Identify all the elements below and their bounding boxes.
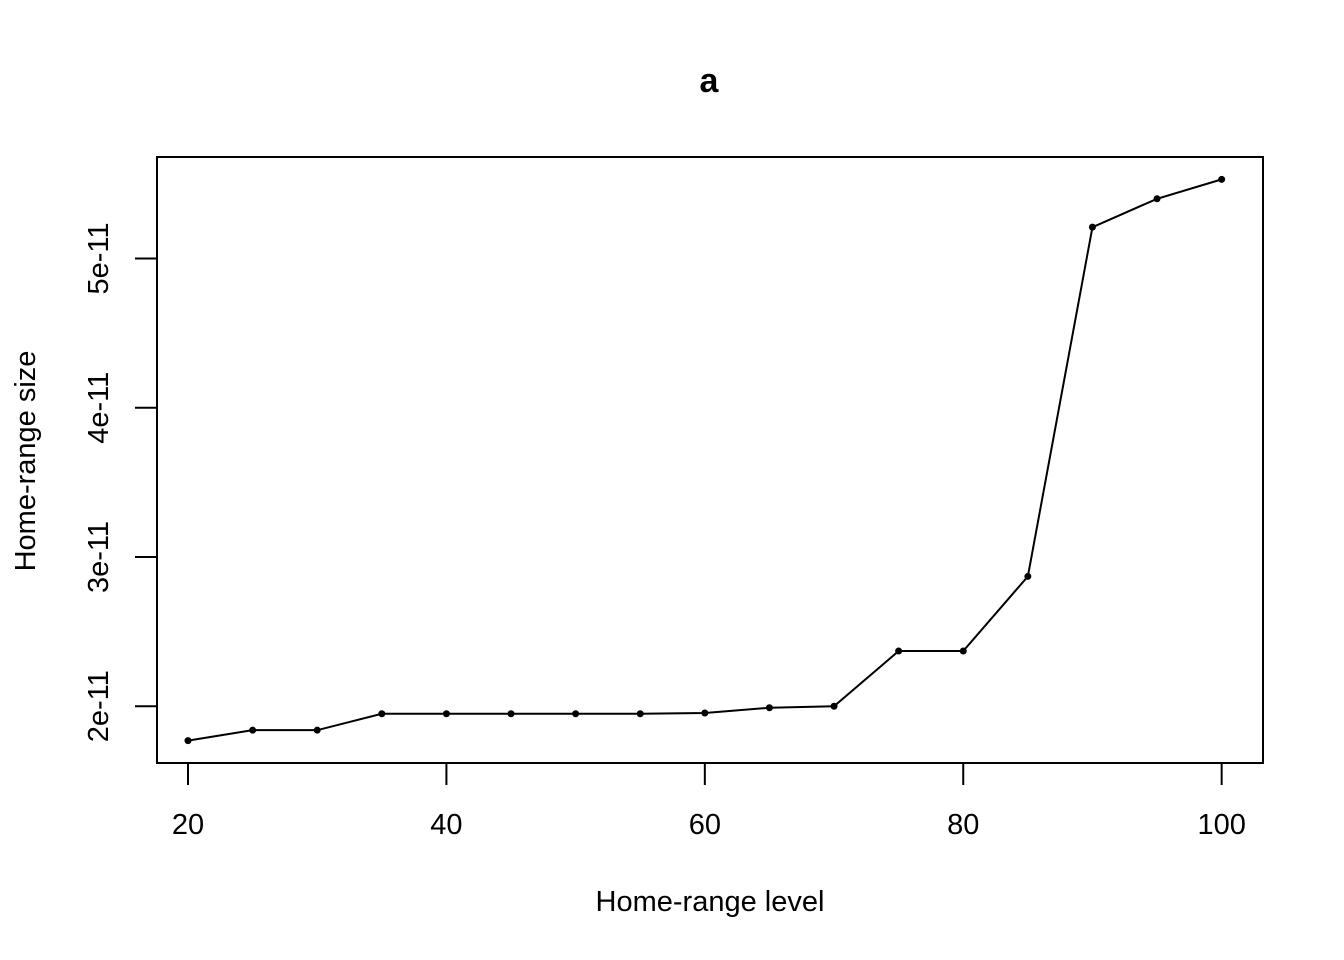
data-point <box>1024 572 1032 580</box>
data-point <box>378 710 386 718</box>
x-tick-label: 60 <box>689 809 721 841</box>
data-point <box>1153 195 1161 203</box>
data-point <box>184 737 192 745</box>
data-point <box>959 647 967 655</box>
data-point <box>765 704 773 712</box>
x-tick-label: 80 <box>947 809 979 841</box>
y-axis: 2e-11 3e-11 4e-11 5e-11 <box>83 222 158 742</box>
data-point <box>572 710 580 718</box>
plot-frame <box>156 156 1264 764</box>
data-point <box>830 702 838 710</box>
y-tick-label: 2e-11 <box>83 670 115 742</box>
chart-title: a <box>700 62 720 100</box>
data-point <box>1218 175 1226 183</box>
x-tick-label: 20 <box>172 809 204 841</box>
data-point <box>507 710 515 718</box>
y-axis-label: Home-range size <box>10 351 42 572</box>
data-point <box>313 726 321 734</box>
data-point <box>1088 223 1096 231</box>
x-axis-label: Home-range level <box>596 886 825 918</box>
y-tick-label: 4e-11 <box>83 372 115 444</box>
data-point <box>701 709 709 717</box>
x-tick-label: 40 <box>430 809 462 841</box>
series-layer <box>184 175 1226 745</box>
y-tick-label: 3e-11 <box>83 521 115 593</box>
y-tick-label: 5e-11 <box>83 222 115 294</box>
series-line <box>187 178 1222 742</box>
data-point <box>895 647 903 655</box>
x-axis: 20 40 60 80 100 <box>172 762 1246 841</box>
data-point <box>249 726 257 734</box>
x-tick-label: 100 <box>1197 809 1245 841</box>
data-point <box>442 710 450 718</box>
data-point <box>636 710 644 718</box>
